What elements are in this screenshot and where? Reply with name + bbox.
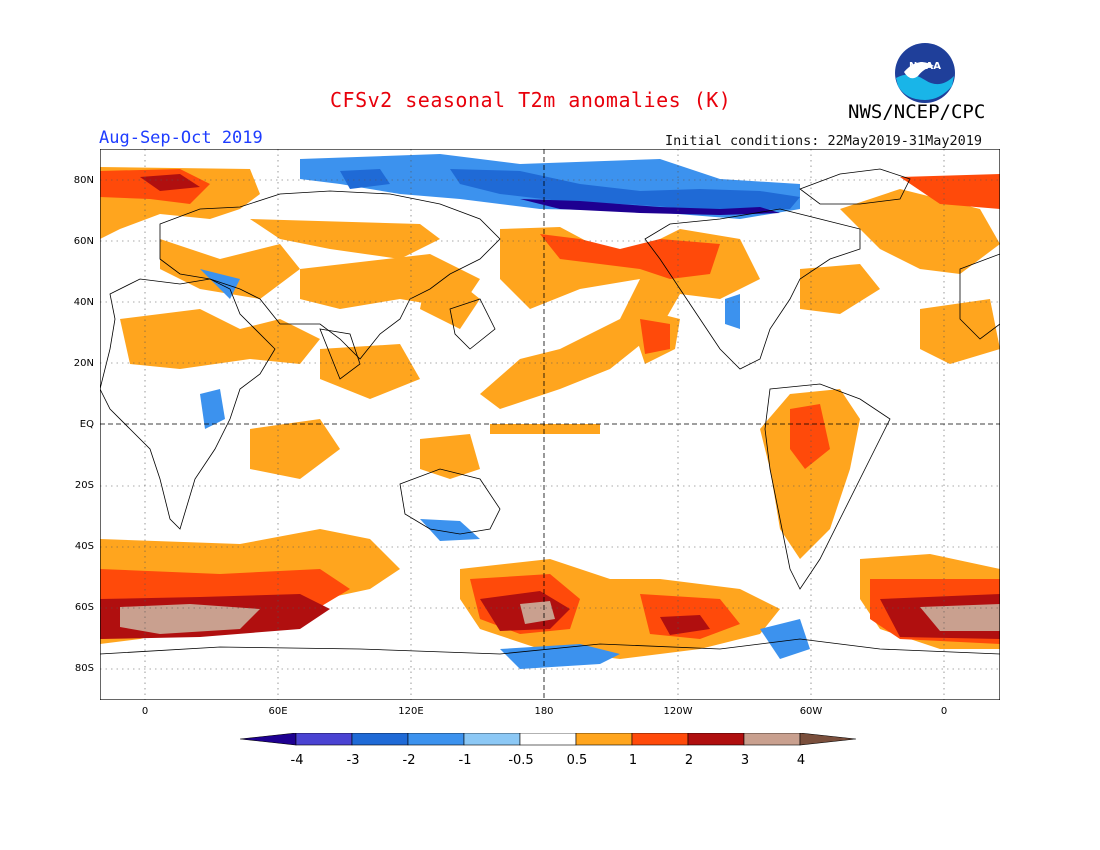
extreme-warm-regions	[120, 601, 1000, 634]
lat-label-40s: 40S	[74, 541, 94, 552]
colorbar-label-2: 2	[684, 753, 694, 768]
lat-label-40n: 40N	[73, 297, 94, 308]
noaa-logo: NOAA	[895, 43, 955, 103]
colorbar-label-4: 4	[796, 753, 806, 768]
lon-label-0-left: 0	[141, 706, 149, 717]
logo-text: NOAA	[909, 61, 941, 72]
coastlines	[100, 168, 1000, 700]
colorbar-label-1: 1	[628, 753, 638, 768]
lon-label-120e: 120E	[398, 706, 424, 717]
colorbar-cell-7	[631, 733, 689, 746]
colorbar-label-3: 3	[740, 753, 750, 768]
lat-label-80s: 80S	[74, 663, 94, 674]
lat-label-20n: 20N	[73, 358, 94, 369]
colorbar-cell-1	[295, 733, 353, 746]
strongest-cool-regions	[520, 199, 780, 215]
anomaly-map	[100, 149, 1000, 700]
initial-conditions-label: Initial conditions: 22May2019-31May2019	[665, 133, 982, 149]
lon-label-0-right: 0	[940, 706, 948, 717]
agency-label: NWS/NCEP/CPC	[848, 101, 986, 123]
colorbar-label-minus1: -1	[458, 753, 472, 768]
map-title: CFSv2 seasonal T2m anomalies (K)	[330, 88, 732, 112]
season-label: Aug-Sep-Oct 2019	[99, 128, 263, 148]
lon-label-60w: 60W	[799, 706, 823, 717]
lon-label-180: 180	[534, 706, 554, 717]
lon-label-60e: 60E	[268, 706, 288, 717]
colorbar-cell-lowest	[240, 733, 297, 746]
colorbar-cell-8	[687, 733, 745, 746]
lon-label-120w: 120W	[663, 706, 693, 717]
colorbar-cell-6	[575, 733, 633, 746]
colorbar-cell-4	[463, 733, 521, 746]
colorbar-cell-2	[351, 733, 409, 746]
grid-lines	[100, 149, 1000, 700]
colorbar-cell-highest	[799, 733, 857, 746]
lat-label-80n: 80N	[73, 175, 94, 186]
lat-label-eq: EQ	[79, 419, 94, 430]
lat-label-20s: 20S	[74, 480, 94, 491]
colorbar-cell-9	[743, 733, 801, 746]
lat-label-60s: 60S	[74, 602, 94, 613]
colorbar-cell-3	[407, 733, 465, 746]
lat-label-60n: 60N	[73, 236, 94, 247]
colorbar-cell-5	[519, 733, 577, 746]
stronger-cool-regions	[340, 169, 800, 211]
colorbar-label-minus4: -4	[290, 753, 304, 768]
reference-lines	[100, 149, 1000, 700]
colorbar-label-minus2: -2	[402, 753, 416, 768]
colorbar-label-minus3: -3	[346, 753, 360, 768]
colorbar	[240, 733, 857, 746]
colorbar-label-minus0-5: -0.5	[508, 753, 534, 768]
colorbar-label-0-5: 0.5	[566, 753, 588, 768]
